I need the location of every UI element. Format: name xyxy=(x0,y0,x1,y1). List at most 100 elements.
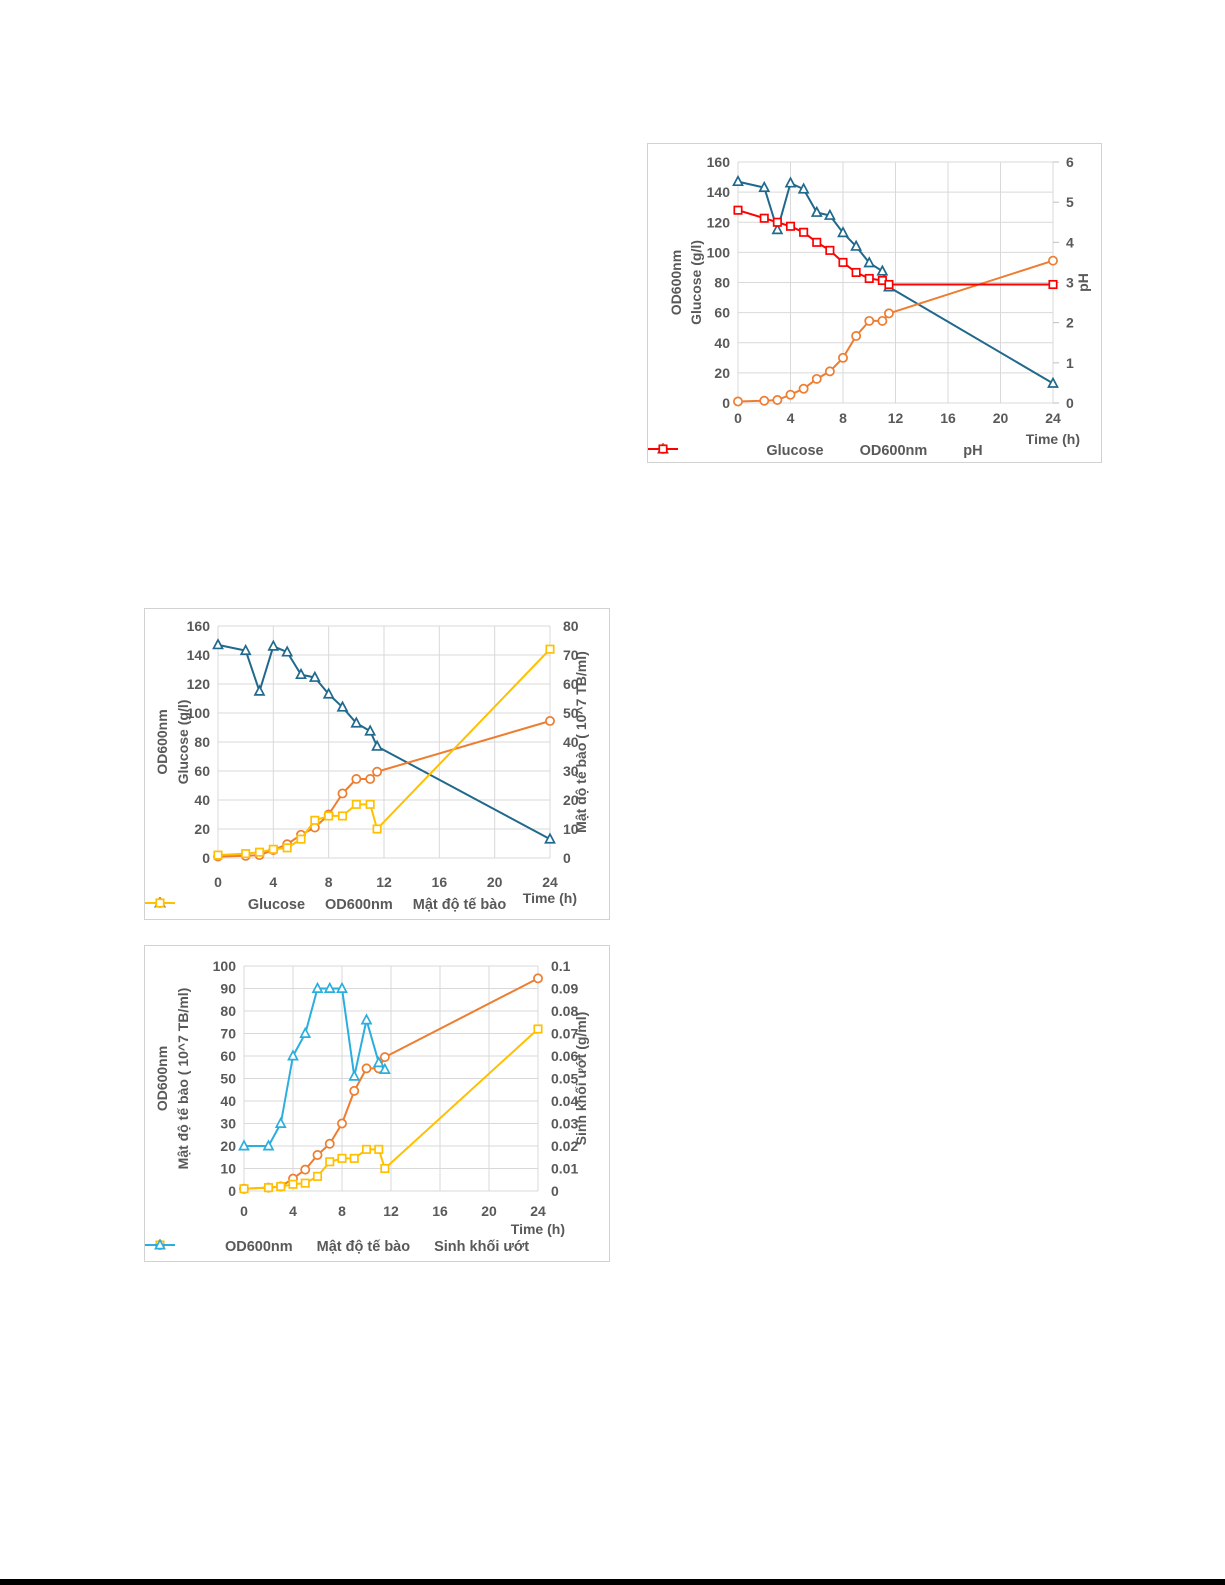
legend-label: pH xyxy=(963,443,983,459)
square-marker xyxy=(312,1171,323,1181)
legend-item-OD600nm: OD600nm xyxy=(145,1239,293,1255)
chart-glucose-od600-ph: 0 20 40 60 80 100 120 140 160 0 1 2 3 4 5 6 0 4 8 12 16 20 24 T… xyxy=(647,143,1102,463)
left-tick-label: 80 xyxy=(194,734,210,750)
chart-legend: OD600nm Mật độ tế bào Sinh khối ướt xyxy=(145,1239,609,1255)
left-tick-label: 100 xyxy=(707,244,731,260)
left-tick-label: 50 xyxy=(220,1071,236,1087)
left-tick-label: 0 xyxy=(202,850,210,866)
left-tick-label: 70 xyxy=(220,1026,236,1042)
x-tick-label: 12 xyxy=(383,1203,399,1219)
triangle-marker xyxy=(797,182,810,194)
triangle-marker xyxy=(378,1062,391,1074)
left-axis-title: Mật độ tế bào ( 10^7 TB/ml) xyxy=(175,988,191,1170)
legend-marker-square-icon xyxy=(145,898,175,908)
triangle-marker xyxy=(299,1026,312,1038)
circle-marker xyxy=(300,1164,311,1175)
triangle-marker xyxy=(364,724,377,736)
square-marker xyxy=(545,644,555,654)
left-tick-label: 10 xyxy=(220,1161,236,1177)
triangle-marker xyxy=(758,180,771,193)
right-tick-label: 3 xyxy=(1066,275,1074,291)
right-tick-label: 40 xyxy=(563,734,579,750)
chart-plot: 0 20 40 60 80 100 120 140 160 0 10 20 30 40 50 60 70 80 0 4… xyxy=(154,618,589,906)
legend-label: Mật độ tế bào xyxy=(412,897,507,913)
triangle-marker xyxy=(544,832,556,844)
legend-label: OD600nm xyxy=(325,897,393,913)
left-axis-title: Glucose (g/l) xyxy=(688,240,704,325)
circle-marker xyxy=(337,788,348,799)
square-marker xyxy=(533,1024,543,1034)
triangle-marker xyxy=(372,1056,385,1068)
left-tick-label: 90 xyxy=(220,981,236,997)
circle-marker xyxy=(372,766,383,777)
square-marker xyxy=(812,237,822,247)
square-marker xyxy=(296,834,306,844)
triangle-marker xyxy=(274,1116,287,1128)
square-marker xyxy=(213,850,223,860)
right-tick-label: 0 xyxy=(1066,395,1074,411)
legend-item-OD600nm: OD600nm xyxy=(648,443,927,459)
circle-marker xyxy=(361,1063,372,1074)
circle-marker xyxy=(772,395,783,405)
square-marker xyxy=(380,1163,390,1174)
right-tick-label: 0.01 xyxy=(551,1161,578,1177)
legend-item-Mật độ tế bào: Mật độ tế bào xyxy=(145,1239,410,1255)
circle-marker xyxy=(883,308,894,319)
left-tick-label: 60 xyxy=(220,1048,236,1064)
triangle-marker xyxy=(336,700,349,712)
square-marker xyxy=(254,847,265,857)
circle-marker xyxy=(337,1118,347,1129)
right-tick-label: 0.08 xyxy=(551,1003,578,1019)
circle-marker xyxy=(811,373,822,384)
square-marker xyxy=(288,1179,298,1189)
triangle-marker xyxy=(371,739,383,751)
square-marker xyxy=(785,221,796,231)
x-tick-label: 24 xyxy=(1045,410,1061,426)
right-axis-title: Mật độ tế bào ( 10^7 TB/ml) xyxy=(573,651,589,833)
right-tick-label: 4 xyxy=(1066,234,1074,250)
left-tick-label: 120 xyxy=(707,214,731,230)
x-tick-label: 4 xyxy=(289,1203,297,1219)
x-tick-label: 8 xyxy=(839,410,847,426)
right-tick-label: 6 xyxy=(1066,154,1074,170)
circle-marker xyxy=(785,389,796,400)
right-tick-label: 80 xyxy=(563,618,579,634)
legend-label: OD600nm xyxy=(224,1239,293,1255)
left-tick-label: 0 xyxy=(228,1183,236,1199)
left-tick-label: 140 xyxy=(707,184,731,200)
circle-marker xyxy=(1048,255,1058,266)
square-marker xyxy=(361,1144,372,1154)
legend-item-Sinh khối ướt: Sinh khối ướt xyxy=(145,1239,529,1255)
triangle-marker xyxy=(1047,376,1059,388)
square-marker xyxy=(241,849,251,859)
square-marker xyxy=(365,799,375,809)
square-marker xyxy=(884,279,894,290)
square-marker xyxy=(372,824,382,834)
x-tick-label: 16 xyxy=(940,410,956,426)
circle-marker xyxy=(351,774,362,784)
circle-marker xyxy=(545,716,555,726)
square-marker xyxy=(239,1184,249,1194)
triangle-marker xyxy=(311,981,324,993)
square-marker xyxy=(325,1157,335,1167)
x-tick-label: 20 xyxy=(487,874,503,890)
triangle-marker xyxy=(350,716,363,728)
square-marker xyxy=(276,1181,286,1192)
left-tick-label: 0 xyxy=(722,395,730,411)
right-tick-label: 0.06 xyxy=(551,1048,578,1064)
x-axis-title: Time (h) xyxy=(1026,431,1080,447)
triangle-marker xyxy=(253,684,266,696)
legend-item-OD600nm: OD600nm xyxy=(145,897,393,913)
x-tick-label: 12 xyxy=(376,874,392,890)
left-tick-label: 60 xyxy=(714,305,730,321)
right-tick-label: 10 xyxy=(563,821,579,837)
square-marker xyxy=(1048,279,1058,290)
right-tick-label: 0.05 xyxy=(551,1071,578,1087)
square-marker xyxy=(337,1153,347,1163)
square-marker xyxy=(263,1183,274,1193)
x-tick-label: 0 xyxy=(734,410,742,426)
circle-marker xyxy=(349,1085,360,1096)
left-tick-label: 80 xyxy=(714,275,730,291)
square-marker xyxy=(825,245,835,255)
circle-marker xyxy=(851,331,862,341)
